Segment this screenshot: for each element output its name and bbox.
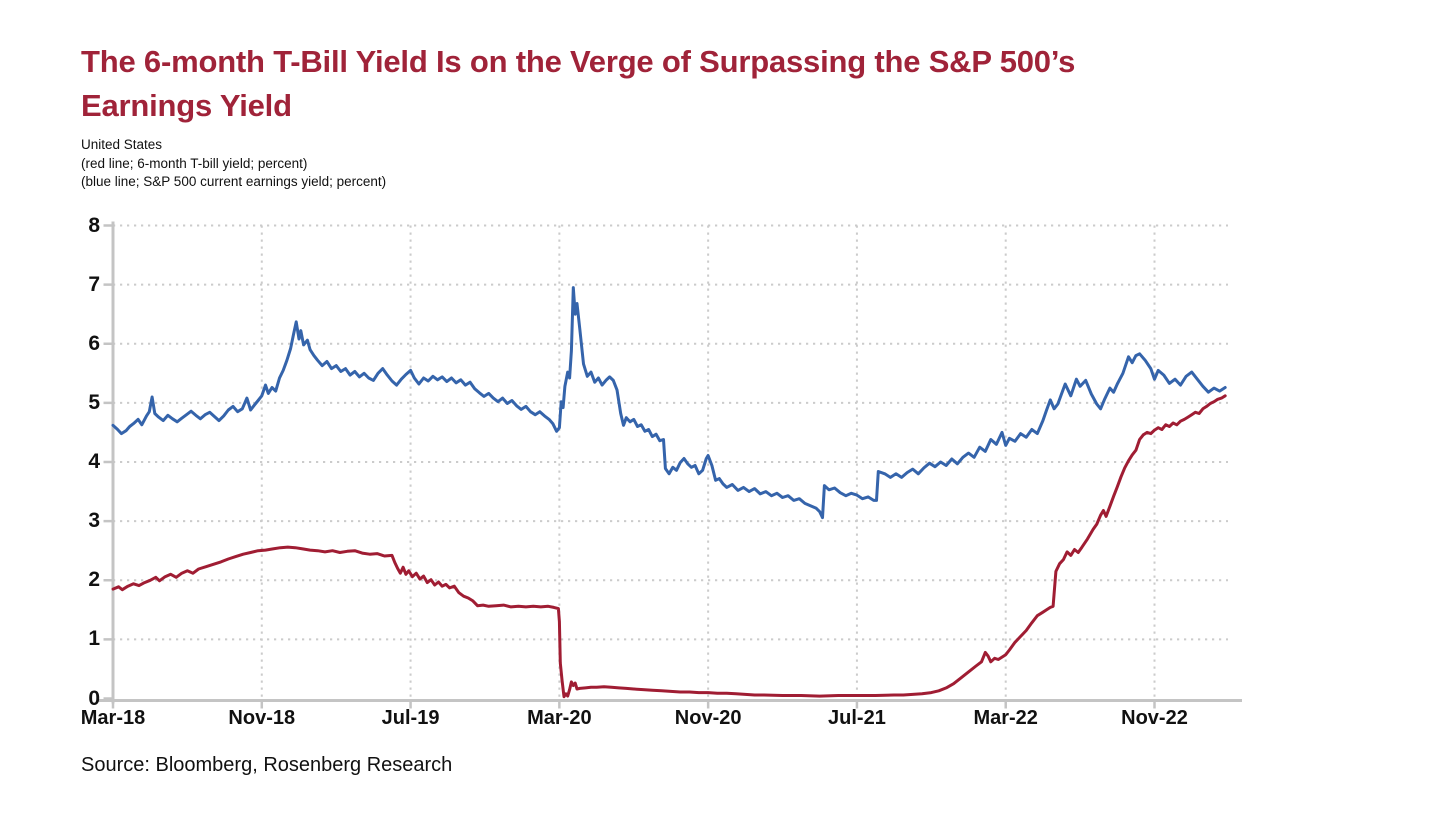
y-axis-tick-label: 1 bbox=[88, 627, 100, 651]
y-axis-tick-label: 2 bbox=[88, 568, 100, 592]
chart-title-line1: The 6-month T-Bill Yield Is on the Verge… bbox=[81, 44, 1076, 79]
x-axis-tick-label: Jul-21 bbox=[828, 707, 886, 729]
y-axis-tick-label: 4 bbox=[88, 450, 100, 473]
x-axis-tick-label: Nov-18 bbox=[228, 707, 296, 729]
y-axis-tick-label: 7 bbox=[88, 272, 100, 296]
chart-title: The 6-month T-Bill Yield Is on the Verge… bbox=[81, 40, 1331, 128]
x-axis-tick-label: Mar-20 bbox=[527, 707, 592, 729]
chart-title-line2: Earnings Yield bbox=[81, 88, 292, 123]
y-axis-tick-label: 8 bbox=[88, 213, 100, 237]
subtitle-region: United States bbox=[81, 137, 163, 152]
subtitle-blue-line-note: (blue line; S&P 500 current earnings yie… bbox=[81, 174, 387, 189]
y-axis-tick-label: 6 bbox=[88, 331, 100, 355]
x-axis-tick-label: Mar-18 bbox=[80, 707, 146, 729]
subtitle-red-line-note: (red line; 6-month T-bill yield; percent… bbox=[81, 155, 308, 171]
source-note: Source: Bloomberg, Rosenberg Research bbox=[81, 754, 453, 776]
chart-subtitle: United States (red line; 6-month T-bill … bbox=[81, 136, 386, 192]
earnings-yield-line bbox=[111, 286, 1227, 520]
y-axis-tick-label: 0 bbox=[88, 686, 100, 710]
x-axis-tick-label: Mar-22 bbox=[973, 707, 1038, 729]
y-axis-tick-label: 3 bbox=[88, 509, 100, 533]
x-axis-tick-label: Nov-22 bbox=[1121, 707, 1188, 729]
x-axis-tick-label: Jul-19 bbox=[381, 707, 440, 729]
tbill-line bbox=[111, 394, 1227, 699]
y-axis-tick-label: 5 bbox=[88, 390, 100, 414]
x-axis-tick-label: Nov-20 bbox=[674, 707, 742, 729]
